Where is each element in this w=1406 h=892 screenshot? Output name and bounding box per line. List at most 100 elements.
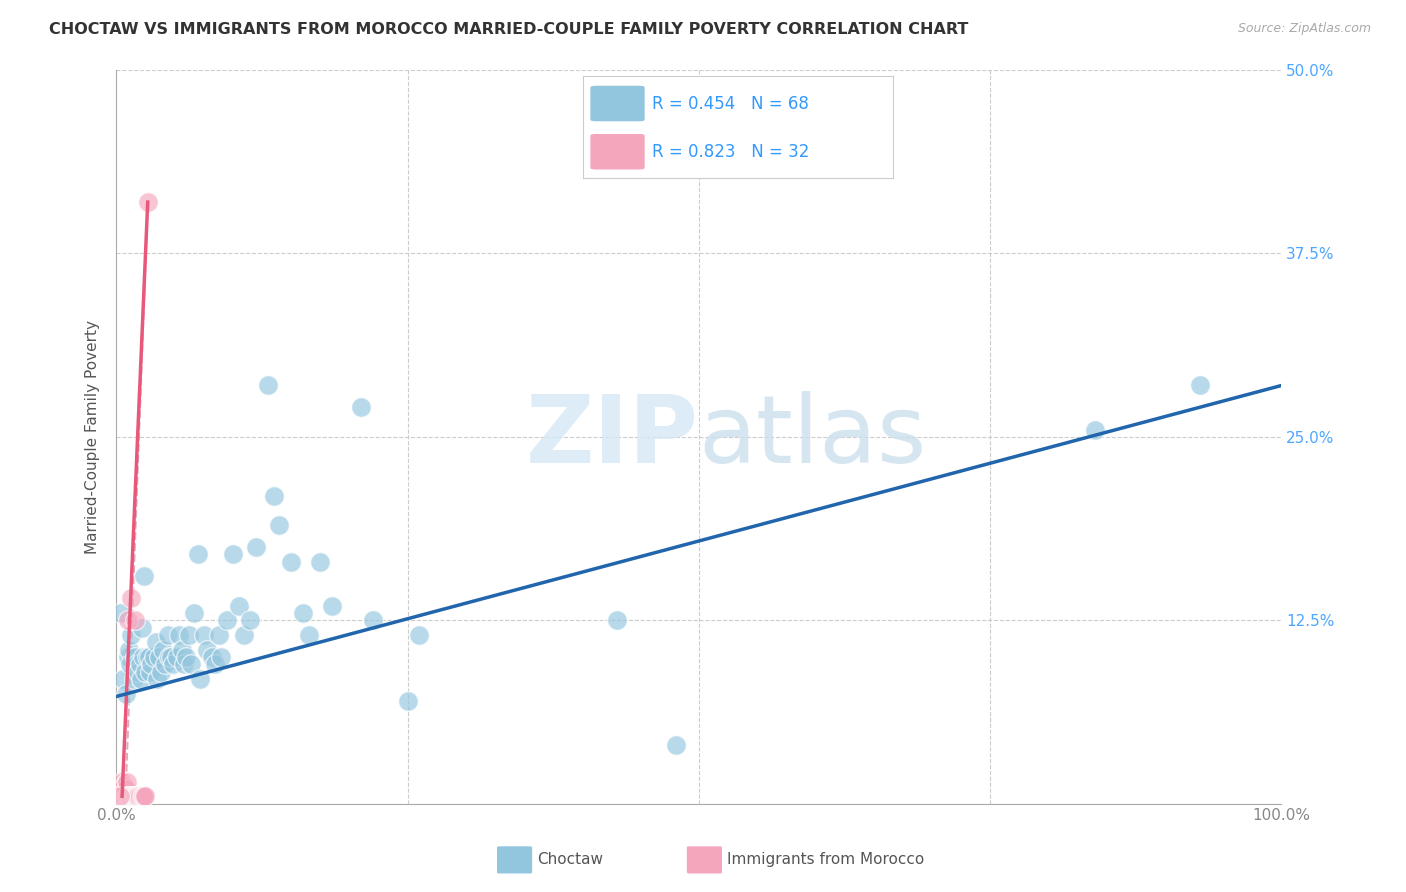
Point <box>174 649 197 664</box>
Point <box>114 789 136 804</box>
Point <box>263 489 285 503</box>
Point <box>139 665 162 679</box>
Point <box>117 789 139 804</box>
Point <box>132 649 155 664</box>
Point <box>396 694 419 708</box>
Point <box>204 657 226 672</box>
Point <box>129 672 152 686</box>
FancyBboxPatch shape <box>589 85 645 122</box>
Text: R = 0.823   N = 32: R = 0.823 N = 32 <box>651 143 808 161</box>
Point <box>117 613 139 627</box>
Point <box>127 657 149 672</box>
Point <box>208 628 231 642</box>
Point <box>350 401 373 415</box>
Point <box>180 657 202 672</box>
Point <box>170 642 193 657</box>
Point <box>222 547 245 561</box>
Point <box>134 789 156 804</box>
Point <box>120 657 142 672</box>
Point <box>122 672 145 686</box>
Point <box>115 789 138 804</box>
Point <box>124 613 146 627</box>
Point <box>195 642 218 657</box>
Point <box>118 642 141 657</box>
Point <box>115 774 138 789</box>
Point <box>112 789 135 804</box>
Point <box>162 657 184 672</box>
Point <box>108 606 131 620</box>
Point <box>239 613 262 627</box>
Point <box>124 789 146 804</box>
Point <box>187 547 209 561</box>
Point <box>245 540 267 554</box>
Point <box>127 665 149 679</box>
Point <box>664 738 686 752</box>
Point <box>183 606 205 620</box>
Point <box>146 672 169 686</box>
Point <box>297 628 319 642</box>
Point <box>606 613 628 627</box>
Point <box>177 628 200 642</box>
Text: Choctaw: Choctaw <box>537 853 603 867</box>
Point <box>361 613 384 627</box>
Point <box>321 599 343 613</box>
Point <box>124 649 146 664</box>
Point <box>135 649 157 664</box>
Point <box>132 789 155 804</box>
Point <box>148 649 170 664</box>
Point <box>121 789 143 804</box>
Point <box>120 789 142 804</box>
Point <box>209 649 232 664</box>
Text: Immigrants from Morocco: Immigrants from Morocco <box>727 853 924 867</box>
Point <box>112 781 135 796</box>
Point <box>127 789 149 804</box>
Point <box>120 591 142 606</box>
FancyBboxPatch shape <box>589 133 645 170</box>
Point <box>111 774 134 789</box>
Point <box>136 195 159 210</box>
Y-axis label: Married-Couple Family Poverty: Married-Couple Family Poverty <box>86 320 100 554</box>
Point <box>112 779 135 793</box>
Point <box>125 789 148 804</box>
Point <box>108 789 131 804</box>
Point <box>228 599 250 613</box>
Point <box>149 665 172 679</box>
Point <box>291 606 314 620</box>
Point <box>145 635 167 649</box>
Point <box>166 649 188 664</box>
Point <box>201 649 224 664</box>
Point <box>152 642 174 657</box>
Point <box>1188 378 1211 392</box>
Point <box>155 657 177 672</box>
Point <box>160 649 183 664</box>
Point <box>120 628 142 642</box>
Point <box>1084 423 1107 437</box>
Point <box>112 789 135 804</box>
Text: atlas: atlas <box>699 391 927 483</box>
Point <box>156 628 179 642</box>
Point <box>188 672 211 686</box>
Point <box>114 687 136 701</box>
Point <box>120 789 142 804</box>
Point <box>114 781 136 796</box>
Point <box>193 628 215 642</box>
Text: Source: ZipAtlas.com: Source: ZipAtlas.com <box>1237 22 1371 36</box>
Point <box>309 555 332 569</box>
Point <box>215 613 238 627</box>
Point <box>167 628 190 642</box>
Text: R = 0.454   N = 68: R = 0.454 N = 68 <box>651 95 808 112</box>
Point <box>173 657 195 672</box>
Point <box>256 378 278 392</box>
Point <box>269 517 291 532</box>
Point <box>233 628 256 642</box>
Point <box>157 649 180 664</box>
Point <box>108 789 131 804</box>
Point <box>127 789 149 804</box>
Point <box>110 781 132 796</box>
Point <box>131 621 153 635</box>
Point <box>141 657 163 672</box>
Point <box>111 789 134 804</box>
Point <box>117 649 139 664</box>
Point <box>408 628 430 642</box>
Point <box>280 555 302 569</box>
